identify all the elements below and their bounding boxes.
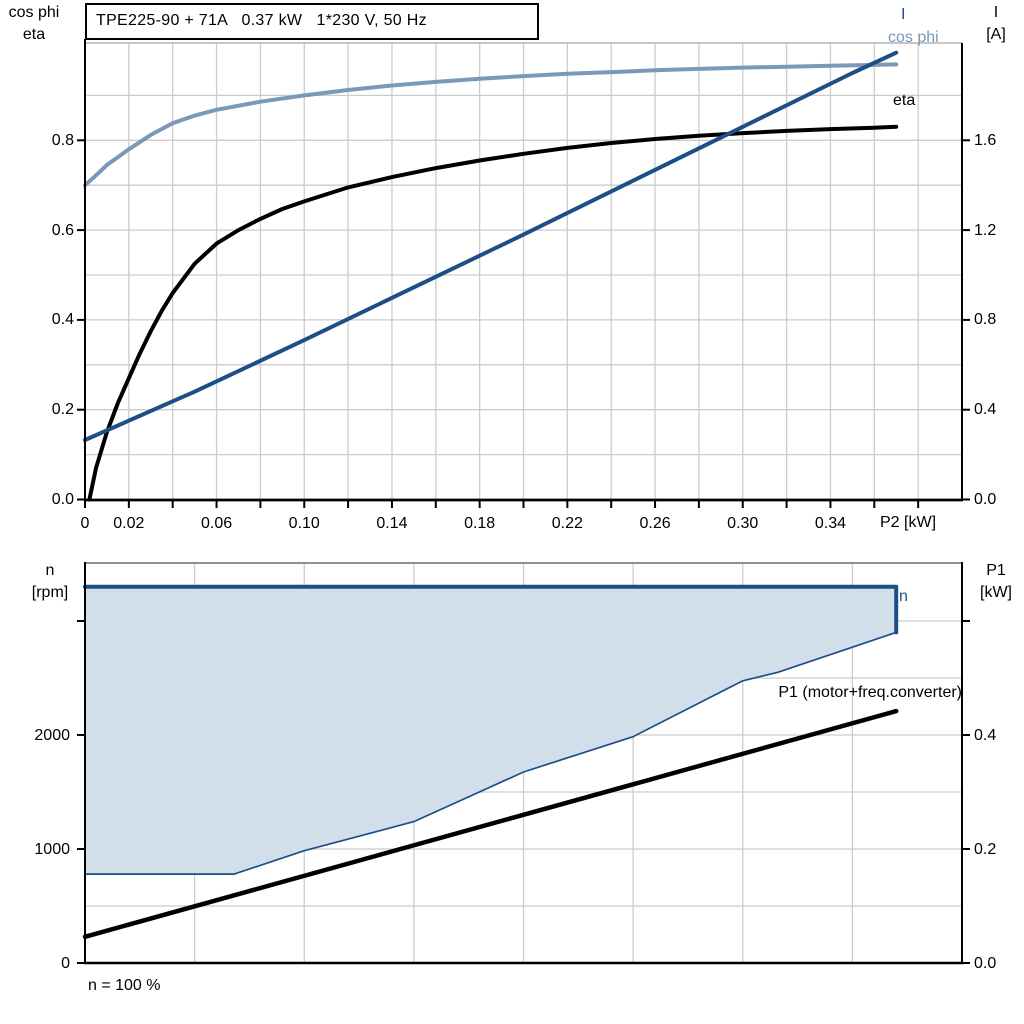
axis-title-eta: eta	[22, 26, 46, 43]
axis-title-p1-unit: [kW]	[980, 584, 1012, 601]
y-tick-label-right: 0.8	[974, 311, 997, 329]
curve-p1	[82, 708, 899, 940]
x-axis-title-p2: P2 [kW]	[880, 514, 937, 531]
rpm-tick-label: 0	[61, 954, 70, 972]
x-tick-label: 0	[80, 515, 90, 532]
axis-title-p1: P1	[986, 562, 1006, 579]
chart-title-box: TPE225-90 + 71A 0.37 kW 1*230 V, 50 Hz	[85, 3, 539, 40]
x-tick-label: 0.30	[727, 515, 759, 532]
y-tick-label-right: 0.4	[974, 401, 997, 419]
curve-cos-phi	[83, 62, 899, 188]
axis-title-current: I	[993, 4, 999, 21]
y-tick-label-right: 1.2	[974, 221, 997, 239]
curve-label-current: I	[901, 6, 906, 23]
curve-eta	[87, 124, 899, 502]
x-tick-label: 0.02	[113, 515, 145, 532]
footnote-n-100: n = 100 %	[88, 977, 161, 994]
y-tick-label-right: 1.6	[974, 131, 997, 149]
x-tick-label: 0.18	[464, 515, 496, 532]
y-tick-label-left: 0.6	[51, 221, 74, 239]
n-region-fill	[85, 586, 897, 875]
x-tick-label: 0.06	[200, 515, 233, 532]
axis-title-cosphi: cos phi	[8, 4, 60, 21]
region-label-n: n	[899, 588, 908, 605]
x-tick-label: 0.34	[814, 515, 846, 532]
x-tick-label: 0.14	[376, 515, 408, 532]
curve-label-eta: eta	[893, 92, 916, 109]
x-tick-label: 0.26	[639, 515, 671, 532]
n-region-max-line	[83, 584, 899, 635]
y-tick-label-right: 0.0	[974, 491, 997, 508]
rpm-tick-label: 2000	[34, 726, 70, 744]
y-tick-label-left: 0.8	[51, 131, 74, 149]
x-tick-label: 0.22	[551, 515, 583, 532]
y-tick-label-left: 0.0	[51, 491, 74, 508]
curve-label-p1: P1 (motor+freq.converter)	[778, 684, 962, 701]
y-tick-label-left: 0.2	[51, 401, 74, 419]
axis-title-current-unit: [A]	[986, 26, 1006, 43]
n-region-lower-boundary	[233, 631, 898, 875]
kw-tick-label: 0.2	[974, 840, 997, 858]
rpm-tick-label: 1000	[34, 840, 70, 858]
kw-tick-label: 0.0	[974, 954, 997, 972]
x-tick-label: 0.10	[288, 515, 320, 532]
y-tick-label-left: 0.4	[51, 311, 74, 329]
axis-title-speed: n	[45, 562, 55, 579]
curve-current	[83, 50, 899, 442]
axis-title-speed-unit: [rpm]	[31, 584, 69, 601]
kw-tick-label: 0.4	[974, 726, 997, 744]
curve-label-cosphi: cos phi	[888, 29, 939, 46]
